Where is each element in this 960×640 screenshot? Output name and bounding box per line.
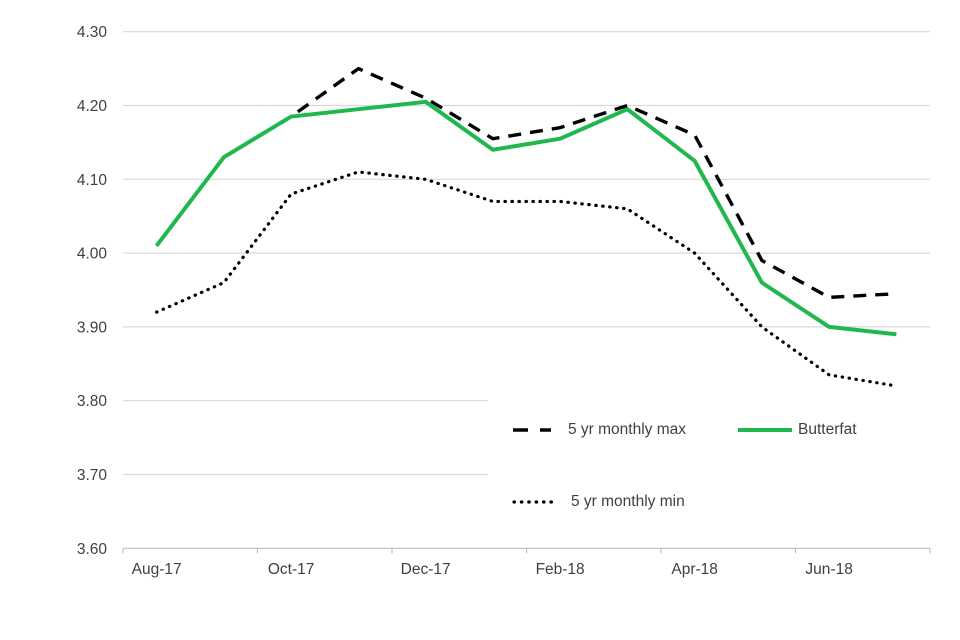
legend-label-5yr-monthly-max: 5 yr monthly max <box>568 421 687 438</box>
y-axis-tick-label: 4.20 <box>77 98 108 115</box>
series-line-5-yr-monthly-max <box>155 66 897 300</box>
y-axis-tick-label: 4.30 <box>77 24 108 41</box>
y-axis-tick-label: 4.10 <box>77 172 108 189</box>
y-axis-tick-label: 3.90 <box>77 319 108 336</box>
y-axis-tick-label: 3.60 <box>77 541 108 558</box>
legend-item-5yr-monthly-min: 5 yr monthly min <box>512 490 685 514</box>
y-axis-tick-label: 4.00 <box>77 246 108 263</box>
dotted-line-swatch-icon <box>512 500 558 504</box>
y-axis-tick-label: 3.70 <box>77 467 108 484</box>
legend-label-butterfat: Butterfat <box>798 421 857 438</box>
series-line-butterfat <box>155 99 897 337</box>
x-axis-tick-label: Dec-17 <box>401 561 451 578</box>
y-axis-tick-label: 3.80 <box>77 393 108 410</box>
legend-item-5yr-monthly-max: 5 yr monthly max <box>512 418 686 442</box>
x-axis-tick-label: Apr-18 <box>671 561 718 578</box>
legend-label-5yr-monthly-min: 5 yr monthly min <box>571 493 685 510</box>
x-axis-tick-label: Feb-18 <box>536 561 585 578</box>
x-axis-tick-label: Oct-17 <box>268 561 315 578</box>
chart-legend: 5 yr monthly max Butterfat 5 yr monthly … <box>488 368 941 535</box>
legend-background <box>488 368 941 535</box>
series-line-5-yr-monthly-min <box>155 170 898 388</box>
legend-item-butterfat: Butterfat <box>738 418 857 442</box>
x-axis-tick-label: Jun-18 <box>805 561 852 578</box>
x-axis-tick-label: Aug-17 <box>132 561 182 578</box>
dashed-line-swatch-icon <box>513 428 551 432</box>
solid-line-swatch-icon <box>738 428 792 432</box>
